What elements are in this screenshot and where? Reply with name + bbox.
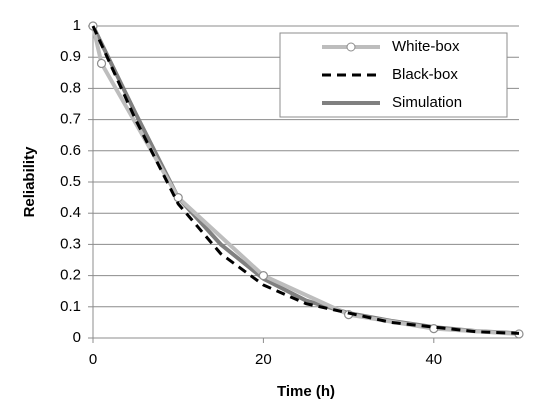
y-tick-label: 0.8 [60, 79, 81, 96]
y-tick-label: 0.5 [60, 173, 81, 190]
x-tick-label: 40 [425, 351, 442, 368]
y-tick-label: 1 [73, 17, 81, 34]
y-tick-label: 0.4 [60, 204, 81, 221]
point-marker [96, 58, 107, 69]
x-axis-label: Time (h) [277, 383, 335, 400]
series-line [91, 25, 520, 335]
y-tick-label: 0.9 [60, 48, 81, 65]
legend-marker [346, 42, 356, 52]
x-tick-label: 20 [255, 351, 272, 368]
y-tick-label: 0.3 [60, 235, 81, 252]
point-marker [258, 271, 268, 281]
legend-label: Black-box [392, 66, 458, 83]
point-marker [173, 193, 183, 203]
legend-label: White-box [392, 38, 460, 55]
y-tick-label: 0.2 [60, 267, 81, 284]
y-tick-label: 0.7 [60, 111, 81, 128]
legend-label: Simulation [392, 94, 462, 111]
legend-box [279, 32, 508, 118]
y-tick-label: 0 [73, 329, 81, 346]
x-tick-label: 0 [89, 351, 97, 368]
y-axis-label: Reliability [21, 146, 38, 218]
y-tick-label: 0.1 [60, 298, 81, 315]
y-tick-label: 0.6 [60, 142, 81, 159]
